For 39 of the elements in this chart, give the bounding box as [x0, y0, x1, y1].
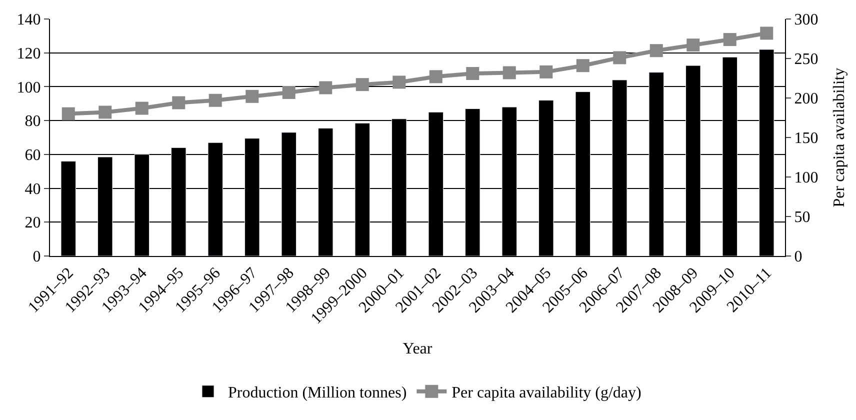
point [760, 26, 774, 40]
point [540, 65, 553, 78]
y-tick-label: 40 [24, 180, 41, 198]
point [282, 86, 296, 99]
point [686, 38, 700, 52]
point [576, 59, 590, 72]
y-tick-label: 140 [16, 12, 41, 29]
point [392, 76, 406, 89]
y2-tick-label: 50 [794, 209, 810, 226]
point [208, 94, 222, 107]
y2-tick-label: 0 [794, 248, 802, 266]
y2-tick-label: 200 [794, 90, 818, 108]
point [723, 33, 736, 46]
y-tick-label: 60 [24, 147, 41, 164]
y-tick-label: 120 [16, 45, 41, 62]
point [172, 96, 186, 110]
y-tick-label: 20 [24, 214, 41, 232]
point [62, 107, 75, 120]
point [429, 70, 442, 84]
point [502, 66, 516, 80]
y2-tick-label: 250 [794, 51, 818, 68]
point [466, 67, 480, 80]
point [98, 106, 112, 119]
y2-axis-title: Per capita availability [830, 68, 848, 208]
y2-tick-label: 300 [794, 12, 818, 29]
point [319, 81, 332, 94]
x-axis-title: Year [402, 340, 433, 358]
y2-tick-label: 150 [794, 130, 818, 148]
legend-label: Per capita availability (g/day) [452, 384, 642, 402]
point [650, 44, 663, 58]
point [246, 90, 259, 103]
point [135, 102, 148, 115]
y-tick-label: 100 [16, 79, 41, 96]
y-tick-label: 80 [24, 113, 41, 130]
y2-tick-label: 100 [794, 170, 818, 187]
y-tick-label: 0 [32, 248, 41, 266]
point [613, 51, 626, 64]
point [356, 78, 369, 92]
legend-label: Production (Million tonnes) [228, 384, 407, 402]
